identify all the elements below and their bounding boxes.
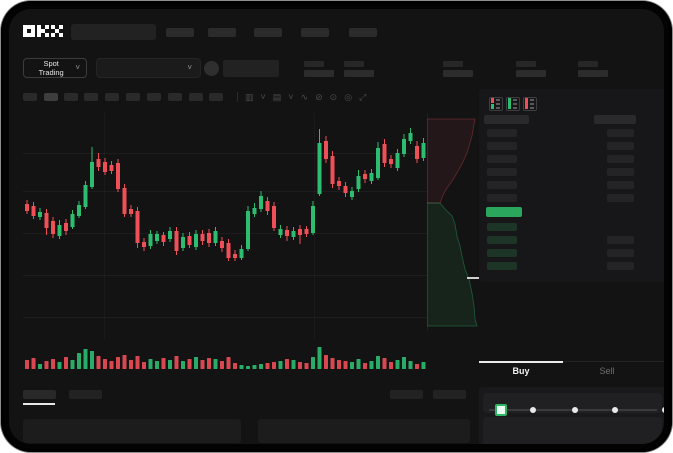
snapshot-icon[interactable]: ⊙ [329,91,338,102]
stat-label-placeholder [443,61,463,67]
logo-letter [51,25,63,37]
stat-value-placeholder [443,70,473,77]
ask-amount-placeholder [607,181,634,189]
divider [237,92,238,102]
bid-price-placeholder[interactable] [487,236,517,244]
stat-label-placeholder [304,61,324,67]
timeframe-button[interactable] [168,93,182,101]
timeframe-button[interactable] [126,93,140,101]
tabs-divider [479,361,664,362]
active-tab-indicator [479,361,563,363]
nav-search-placeholder[interactable] [71,24,156,40]
nav-item-placeholder[interactable] [349,28,377,37]
timeframe-button[interactable] [44,93,58,101]
candlestick-chart[interactable] [23,113,427,339]
timeframe-button[interactable] [189,93,203,101]
slider-handle[interactable] [495,404,507,416]
slider-step-dot[interactable] [662,407,664,413]
bottom-tab-orders[interactable] [23,390,56,399]
stat-label-placeholder [516,61,536,67]
volume-chart [25,347,426,369]
timeframe-button[interactable] [23,93,37,101]
stat-label-placeholder [344,61,364,67]
order-history-panel [258,419,470,443]
ask-price-placeholder[interactable] [487,155,517,163]
order-panel: Buy Sell [479,89,664,444]
depth-profile [427,113,478,331]
coin-avatar [204,61,219,76]
market-type-label: Spot Trading [38,59,64,77]
bid-price-placeholder[interactable] [487,249,517,257]
timeframe-button[interactable] [147,93,161,101]
stat-value-placeholder [304,70,334,77]
chevron-down-icon[interactable]: ˅ [288,92,294,102]
bid-price-placeholder[interactable] [487,262,517,270]
market-type-dropdown[interactable]: Spot Trading ˅ [23,58,87,78]
ask-price-placeholder[interactable] [487,194,517,202]
nav-item-placeholder[interactable] [208,28,236,37]
ask-amount-placeholder [607,129,634,137]
timeframe-button[interactable] [64,93,78,101]
bid-price-placeholder[interactable] [487,223,517,231]
ask-amount-placeholder [607,155,634,163]
ask-price-placeholder[interactable] [487,142,517,150]
book-bids-icon[interactable] [506,97,520,111]
fullscreen-icon[interactable]: ⤢ [359,91,367,102]
bid-amount-placeholder [607,262,634,270]
amount-field[interactable] [483,417,662,444]
ask-amount-placeholder [607,142,634,150]
okx-logo[interactable] [23,25,63,37]
bottom-active-tab-indicator [23,403,55,405]
slider-step-dot[interactable] [612,407,618,413]
nav-item-placeholder[interactable] [301,28,329,37]
chevron-down-icon: ˅ [75,63,80,72]
nav-item-placeholder[interactable] [166,28,194,37]
chevron-down-icon: ˅ [187,63,192,72]
logo-letter [23,25,35,37]
logo-letter [37,25,49,37]
amount-header-placeholder [594,115,636,124]
draw-tool-icon[interactable]: ⊘ [315,91,323,102]
last-price-marker [467,277,480,279]
chart-tools: ▥ ˅ ▤ ˅ ∿ ⊘ ⊙ ◎ ⤢ [237,89,366,105]
stat-label-placeholder [578,61,598,67]
candle-type-icon[interactable]: ▥ [245,91,254,102]
timeframe-button[interactable] [105,93,119,101]
book-both-icon[interactable] [489,97,503,111]
pair-selector-dropdown[interactable]: ˅ [96,58,201,78]
bid-amount-placeholder [607,236,634,244]
slider-step-dot[interactable] [572,407,578,413]
ask-price-placeholder[interactable] [487,168,517,176]
pair-name-placeholder [223,60,279,77]
trading-app-window: Spot Trading ˅ ˅ ▥ ˅ ▤ ˅ ∿ ⊘ ⊙ ◎ ⤢ Buy Sell [9,9,664,444]
tab-sell[interactable]: Sell [599,366,615,376]
timeframe-button[interactable] [209,93,223,101]
bottom-action-placeholder[interactable] [390,390,423,399]
ask-price-placeholder[interactable] [487,181,517,189]
timeframe-button[interactable] [84,93,98,101]
ask-amount-placeholder [607,194,634,202]
slider-step-dot[interactable] [530,407,536,413]
bid-amount-placeholder [607,249,634,257]
ask-header-placeholder [484,115,529,124]
chart-style-icon[interactable]: ▤ [272,91,282,102]
ask-amount-placeholder [607,168,634,176]
stat-value-placeholder [344,70,374,77]
last-price-bar[interactable] [486,207,522,217]
stat-value-placeholder [578,70,608,77]
open-orders-panel [23,419,241,443]
line-tool-icon[interactable]: ∿ [300,91,309,102]
stat-value-placeholder [516,70,546,77]
ask-price-placeholder[interactable] [487,129,517,137]
bottom-tab-history[interactable] [69,390,102,399]
bottom-action-placeholder[interactable] [433,390,466,399]
book-asks-icon[interactable] [523,97,537,111]
nav-item-placeholder[interactable] [254,28,282,37]
chevron-down-icon[interactable]: ˅ [260,92,266,102]
settings-icon[interactable]: ◎ [344,91,353,102]
tab-buy[interactable]: Buy [512,366,530,376]
